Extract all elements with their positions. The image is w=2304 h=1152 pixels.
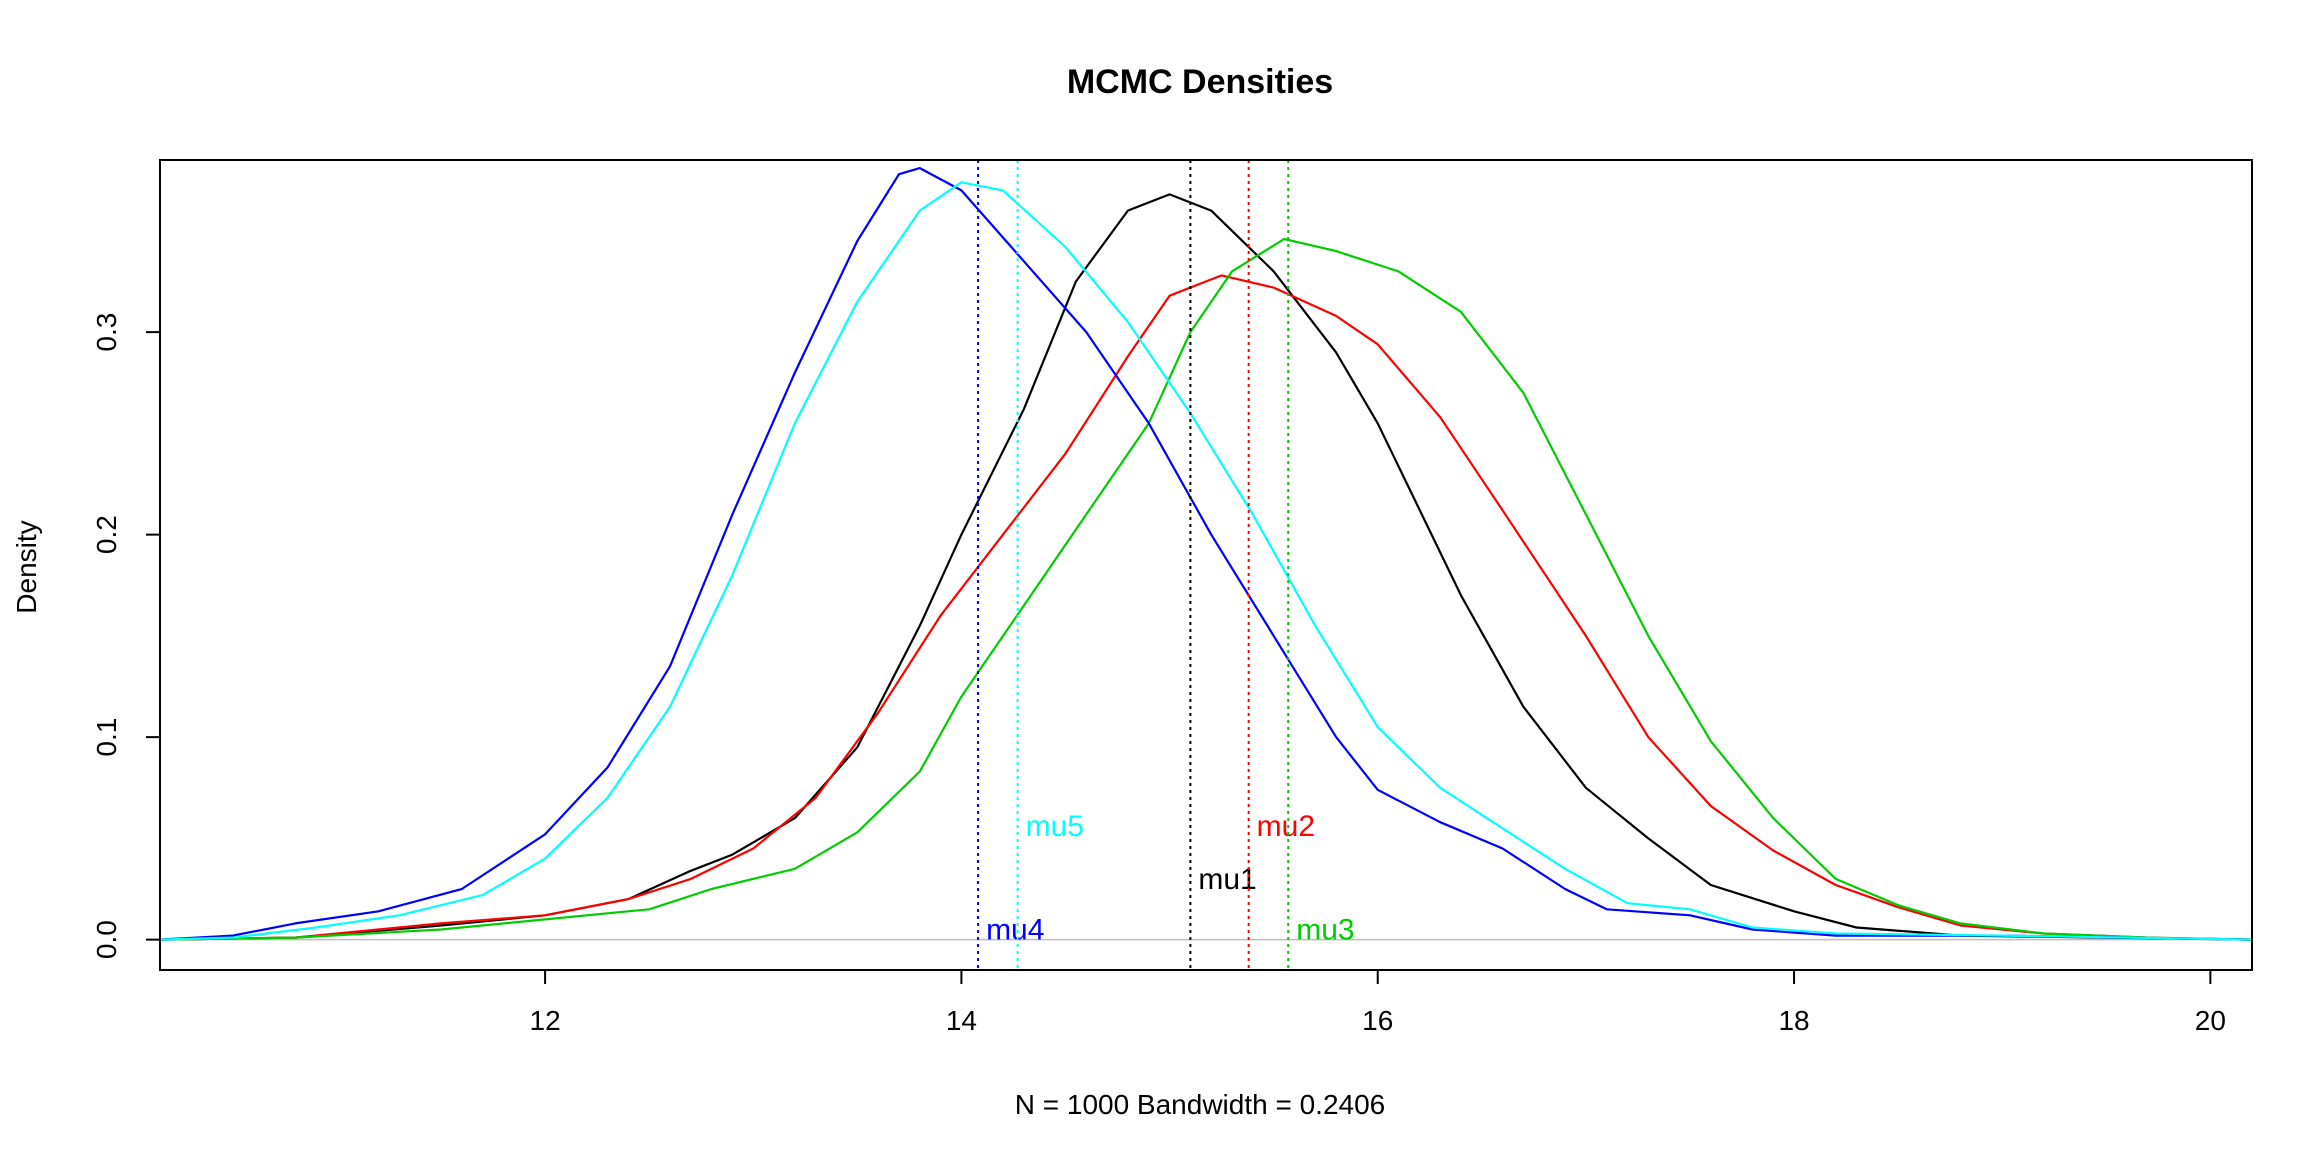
y-tick-label: 0.1 bbox=[91, 718, 122, 757]
mean-label-mu5: mu5 bbox=[1026, 810, 1084, 843]
x-tick-label: 16 bbox=[1362, 1005, 1393, 1036]
mean-label-mu3: mu3 bbox=[1296, 914, 1354, 947]
mean-label-mu1: mu1 bbox=[1198, 863, 1256, 896]
y-tick-label: 0.3 bbox=[91, 313, 122, 352]
density-curve-mu2 bbox=[159, 274, 2253, 941]
x-axis-label: N = 1000 Bandwidth = 0.2406 bbox=[1015, 1089, 1386, 1120]
plot-frame bbox=[159, 159, 2253, 971]
x-tick-label: 12 bbox=[530, 1005, 561, 1036]
x-tick-label: 14 bbox=[946, 1005, 977, 1036]
y-tick-label: 0.0 bbox=[91, 920, 122, 959]
density-curve-mu1 bbox=[159, 193, 2253, 941]
mean-label-mu2: mu2 bbox=[1257, 810, 1315, 843]
density-curve-mu4 bbox=[159, 167, 2253, 941]
x-axis: 12 14 16 18 20 bbox=[530, 969, 2226, 1036]
mean-label-mu4: mu4 bbox=[986, 914, 1044, 947]
y-axis-label: Density bbox=[11, 520, 42, 613]
chart-title: MCMC Densities bbox=[1067, 63, 1333, 101]
x-tick-label: 20 bbox=[2195, 1005, 2226, 1036]
y-axis: 0.0 0.1 0.2 0.3 bbox=[91, 313, 161, 959]
density-curve-mu3 bbox=[159, 237, 2253, 941]
y-tick-label: 0.2 bbox=[91, 515, 122, 554]
density-curve-mu5 bbox=[159, 181, 2253, 941]
x-tick-label: 18 bbox=[1778, 1005, 1809, 1036]
